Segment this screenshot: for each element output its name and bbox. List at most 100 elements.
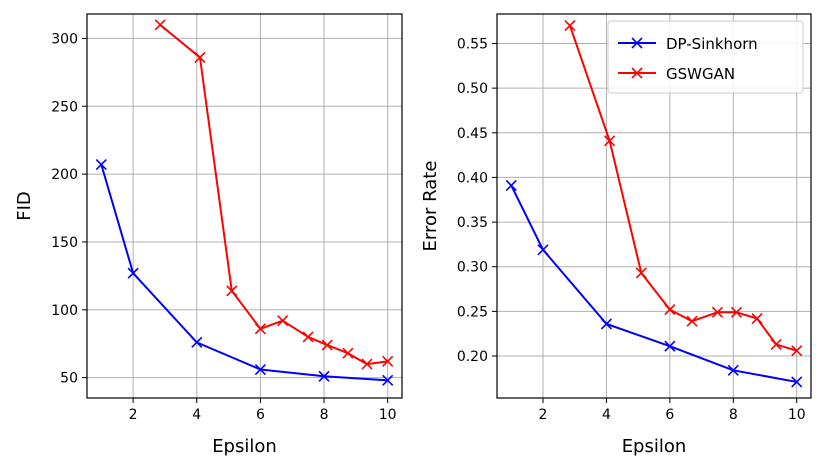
- right-gswgan-point: [770, 338, 782, 350]
- left-gswgan-point: [382, 355, 394, 367]
- left-x-axis-label: Epsilon: [212, 436, 277, 457]
- left-gswgan-marker-stroke: [321, 339, 333, 351]
- right-y-tick-label: 0.40: [457, 170, 488, 186]
- right-gswgan-point: [751, 312, 763, 325]
- right-y-tick-label: 0.50: [457, 81, 488, 97]
- right-x-tick-label: 2: [539, 407, 548, 423]
- left-y-tick-label: 150: [51, 235, 78, 251]
- right-x-tick-label: 4: [602, 407, 611, 423]
- right-y-tick-label: 0.45: [457, 126, 488, 142]
- left-dp-sinkhorn-point: [127, 267, 139, 279]
- legend-item-gswgan: GSWGAN: [618, 65, 735, 83]
- right-gswgan-marker-stroke: [791, 345, 803, 357]
- right-gswgan-marker-stroke: [686, 315, 698, 327]
- right-y-axis-label: Error Rate: [420, 161, 441, 252]
- right-gswgan-marker-stroke: [770, 338, 782, 350]
- right-dp-sinkhorn-point: [505, 179, 517, 192]
- left-y-axis-label: FID: [14, 191, 35, 221]
- left-gswgan-point: [226, 285, 238, 297]
- right-legend: DP-Sinkhorn GSWGAN: [607, 20, 804, 94]
- right-dp-sinkhorn-point: [664, 340, 676, 352]
- right-dp-sinkhorn-point: [791, 376, 803, 388]
- legend-box: [607, 20, 804, 94]
- right-gswgan-point: [664, 304, 676, 316]
- right-gswgan-point: [711, 306, 724, 318]
- right-gswgan-point: [604, 135, 616, 147]
- left-gswgan-marker-stroke: [194, 51, 206, 63]
- left-gswgan-marker-stroke: [226, 285, 238, 297]
- right-y-tick-label: 0.35: [457, 215, 488, 231]
- right-gswgan-marker-stroke: [751, 312, 763, 325]
- left-x-tick-label: 10: [379, 407, 397, 423]
- left-dp-sinkhorn-marker-stroke: [191, 336, 203, 348]
- left-y-tick-label: 100: [51, 303, 78, 319]
- right-gswgan-point: [686, 315, 698, 327]
- left-gswgan-point: [321, 339, 333, 351]
- left-dp-sinkhorn-marker-stroke: [127, 267, 139, 279]
- right-dp-sinkhorn-point: [727, 364, 739, 376]
- right-x-tick-label: 10: [788, 407, 806, 423]
- left-gswgan-marker-stroke: [361, 358, 373, 370]
- legend-label-dp-sinkhorn: DP-Sinkhorn: [666, 35, 758, 53]
- left-dp-sinkhorn-marker-stroke: [254, 363, 266, 376]
- left-chart: 2 4 6 8 10 50 100 150 200 250 300 Epsilon FID: [14, 13, 403, 457]
- right-gswgan-marker-stroke: [604, 135, 616, 147]
- right-gswgan-point: [635, 267, 647, 279]
- right-dp-sinkhorn-marker-stroke: [505, 179, 517, 192]
- right-x-tick-label: 8: [729, 407, 738, 423]
- legend-item-dp-sinkhorn: DP-Sinkhorn: [618, 35, 758, 53]
- left-x-tick-label: 8: [320, 407, 329, 423]
- right-chart: 2 4 6 8 10 0.20 0.25 0.30 0.35 0.40 0.45 0.50 0.55 Ep…: [420, 13, 812, 457]
- right-gswgan-marker-stroke: [711, 306, 724, 318]
- left-dp-sinkhorn-marker-stroke: [95, 159, 107, 171]
- left-gswgan-marker-stroke: [302, 331, 314, 343]
- left-gswgan-line: [159, 24, 388, 366]
- left-gswgan-point: [342, 347, 354, 359]
- legend-marker-dp-sinkhorn: [631, 37, 643, 49]
- right-dp-sinkhorn-marker-stroke: [537, 244, 549, 256]
- left-axes-frame: [86, 13, 403, 399]
- right-y-tick-label: 0.20: [457, 349, 488, 365]
- left-dp-sinkhorn-marker-stroke: [318, 370, 330, 382]
- left-dp-sinkhorn-point: [254, 363, 266, 376]
- left-y-tick-label: 50: [60, 371, 78, 387]
- left-gswgan-marker-stroke: [154, 19, 166, 31]
- right-dp-sinkhorn-marker-stroke: [791, 376, 803, 388]
- left-x-tick-label: 6: [256, 407, 265, 423]
- left-y-tick-label: 200: [51, 167, 78, 183]
- right-dp-sinkhorn-point: [537, 244, 549, 256]
- right-dp-sinkhorn-line: [510, 185, 797, 383]
- right-y-tick-label: 0.30: [457, 260, 488, 276]
- left-gswgan-marker-stroke: [254, 323, 266, 335]
- left-gswgan-point: [154, 19, 166, 31]
- right-axes-frame: [496, 13, 812, 399]
- legend-marker-gswgan: [631, 67, 643, 79]
- right-gswgan-point: [564, 20, 576, 32]
- left-x-tick-label: 4: [192, 407, 201, 423]
- left-gswgan-point: [361, 358, 373, 370]
- left-dp-sinkhorn-line: [100, 164, 388, 382]
- left-gswgan-marker-stroke: [342, 347, 354, 359]
- left-dp-sinkhorn-marker-stroke: [382, 374, 394, 386]
- right-gswgan-marker-stroke: [635, 267, 647, 279]
- right-gswgan-marker-stroke: [730, 306, 743, 318]
- left-dp-sinkhorn-point: [382, 374, 394, 386]
- right-x-tick-label: 6: [665, 407, 674, 423]
- right-gswgan-point: [730, 306, 743, 318]
- left-gswgan-marker-stroke: [277, 315, 289, 327]
- left-dp-sinkhorn-point: [191, 336, 203, 348]
- left-gswgan-marker-stroke: [382, 355, 394, 367]
- left-dp-sinkhorn-point: [95, 159, 107, 171]
- right-x-axis-label: Epsilon: [622, 436, 687, 457]
- right-dp-sinkhorn-marker-stroke: [600, 318, 612, 330]
- right-gswgan-line: [569, 25, 798, 352]
- left-gswgan-point: [302, 331, 314, 343]
- left-dp-sinkhorn-point: [318, 370, 330, 382]
- right-gswgan-point: [791, 345, 803, 357]
- left-gswgan-point: [277, 315, 289, 327]
- right-gswgan-marker-stroke: [664, 304, 676, 316]
- left-x-tick-label: 2: [129, 407, 138, 423]
- right-y-tick-label: 0.55: [457, 36, 488, 52]
- right-y-tick-label: 0.25: [457, 304, 488, 320]
